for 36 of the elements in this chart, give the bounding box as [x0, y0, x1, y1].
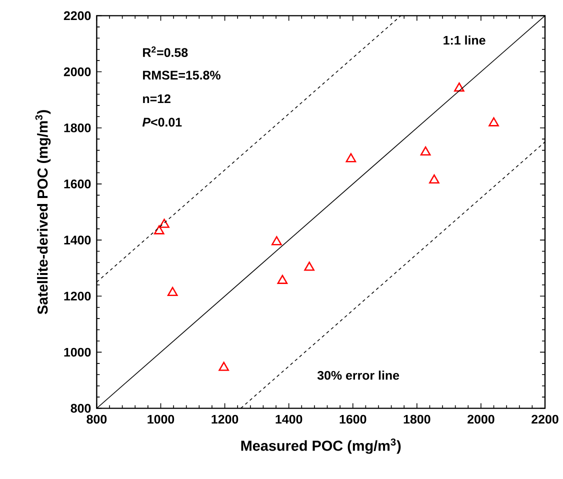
point: [346, 153, 356, 162]
annotation: RMSE=15.8%: [143, 70, 220, 80]
y-tick-label: 800: [70, 404, 91, 413]
point: [272, 236, 282, 246]
point: [488, 117, 499, 126]
point: [159, 218, 170, 228]
x-tick-label: 1000: [148, 414, 174, 424]
x-tick-label: 1200: [212, 414, 238, 424]
point: [429, 174, 440, 184]
y-tick-label: 1000: [64, 348, 91, 357]
x-tick-label: 2200: [532, 414, 558, 424]
annotation: 30% error line: [317, 370, 400, 380]
annotation: 1:1 line: [444, 36, 486, 45]
y-tick-label: 1200: [64, 292, 91, 301]
x-tick-label: 800: [86, 414, 107, 424]
point: [277, 274, 288, 284]
annotation: n=12: [143, 94, 170, 104]
y-tick-label: 1400: [64, 236, 91, 244]
point: [420, 146, 431, 156]
point: [154, 225, 164, 234]
y-axis-title: Satellite-derived POC (mg/m$^{3}$): [35, 110, 51, 314]
y-tick-label: 2200: [64, 11, 91, 20]
x-axis-title: Measured POC (mg/m$^{3}$): [241, 438, 401, 454]
y-tick-label: 1800: [64, 123, 91, 132]
point: [454, 82, 464, 92]
x-tick-label: 2000: [468, 414, 494, 424]
point: [218, 362, 229, 371]
x-tick-label: 1400: [276, 414, 302, 424]
y-tick-label: 2000: [64, 67, 91, 76]
annotation: R$^{2}$=0.58: [143, 46, 188, 57]
point: [304, 262, 314, 271]
annotation: P<0.01: [142, 118, 182, 127]
point: [167, 286, 178, 296]
y-tick-label: 1600: [64, 180, 91, 188]
x-tick-label: 1800: [404, 414, 430, 424]
x-tick-label: 1600: [340, 414, 366, 424]
